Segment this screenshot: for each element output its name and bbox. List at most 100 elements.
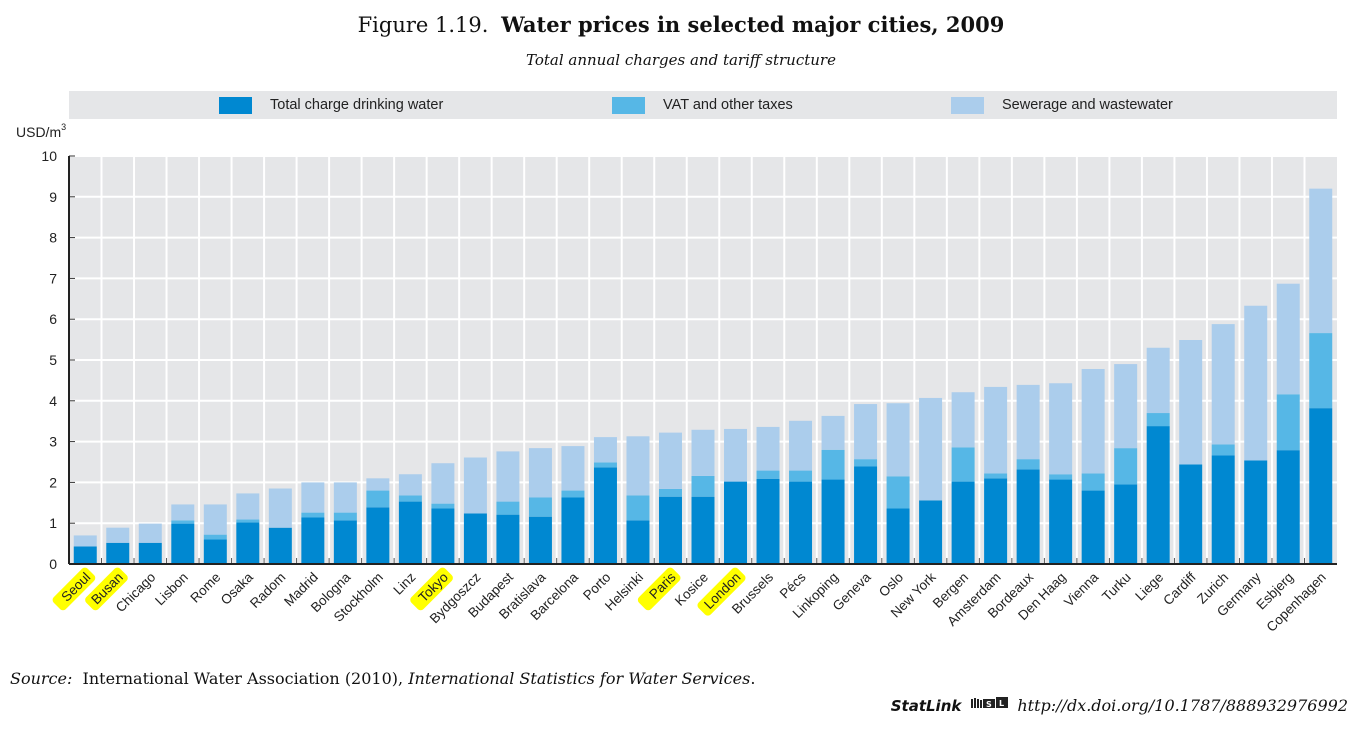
bar-segment-drinking <box>1016 469 1040 564</box>
bar-segment-sewerage <box>463 457 487 514</box>
bar-segment-vat <box>333 512 357 521</box>
bar-segment-vat <box>756 470 780 479</box>
y-tick-label: 5 <box>49 352 57 368</box>
bar-segment-vat <box>593 462 617 468</box>
legend-item-vat: VAT and other taxes <box>612 96 793 114</box>
bar-segment-sewerage <box>496 451 520 502</box>
y-tick-label: 3 <box>49 434 57 450</box>
figure-subtitle: Total annual charges and tariff structur… <box>526 51 836 69</box>
bar-segment-sewerage <box>1146 347 1170 414</box>
bar-segment-drinking <box>724 481 748 564</box>
y-tick-label: 4 <box>49 393 57 409</box>
bar-segment-drinking <box>691 496 715 564</box>
bar-segment-drinking <box>236 522 260 564</box>
statlink-url-link[interactable]: http://dx.doi.org/10.1787/888932976992 <box>1017 696 1348 715</box>
bar-segment-sewerage <box>724 428 748 482</box>
statlink-logo-icon: S L <box>971 696 1009 715</box>
bar-segment-vat <box>886 476 910 509</box>
bar-segment-vat <box>984 473 1008 479</box>
bar-segment-sewerage <box>1179 340 1203 465</box>
label-highlight <box>410 567 453 611</box>
bar-segment-vat <box>236 519 260 523</box>
bar-segment-vat <box>951 447 975 482</box>
bar-segment-drinking <box>463 513 487 564</box>
bar-segment-drinking <box>496 514 520 564</box>
bar-segment-drinking <box>366 507 390 564</box>
bar-segment-vat <box>1276 394 1300 451</box>
figure-number: Figure 1.19. <box>357 13 489 37</box>
bar-segment-vat <box>854 459 878 467</box>
bar-segment-vat <box>1114 448 1138 485</box>
bar-segment-sewerage <box>236 493 260 520</box>
bar-segment-drinking <box>431 508 455 564</box>
bar-segment-sewerage <box>528 448 552 498</box>
bar-segment-sewerage <box>1114 364 1138 449</box>
figure-title: Figure 1.19. Water prices in selected ma… <box>0 12 1362 37</box>
source-publication: International Statistics for Water Servi… <box>408 669 751 688</box>
bar-segment-vat <box>203 534 227 540</box>
label-highlight <box>637 567 681 611</box>
bar-segment-drinking <box>73 546 97 564</box>
x-tick-label: Cardiff <box>1160 569 1199 608</box>
bar-segment-vat <box>1016 459 1040 470</box>
bar-segment-drinking <box>301 517 325 564</box>
bar-segment-drinking <box>1146 426 1170 564</box>
bar-segment-drinking <box>1049 479 1073 564</box>
bar-segment-sewerage <box>171 504 195 521</box>
bar-segment-drinking <box>398 501 422 564</box>
x-tick-label: Rome <box>187 570 223 606</box>
legend-swatch-drinking <box>219 96 252 114</box>
x-tick-label: Vienna <box>1061 569 1102 610</box>
bar-segment-sewerage <box>301 482 325 513</box>
y-axis-unit-label: USD/m3 <box>16 122 67 140</box>
y-tick-label: 2 <box>49 474 57 490</box>
label-highlight <box>52 567 96 611</box>
y-unit-superscript: 3 <box>61 122 67 132</box>
bar-segment-drinking <box>1211 455 1235 564</box>
bar-segment-vat <box>1049 474 1073 480</box>
bar-segment-vat <box>366 490 390 508</box>
bar-segment-vat <box>561 490 585 498</box>
bar-segment-sewerage <box>658 432 682 489</box>
bar-segment-sewerage <box>138 523 162 543</box>
source-label: Source: <box>10 669 73 688</box>
bar-segment-drinking <box>1081 490 1105 564</box>
bar-segment-sewerage <box>203 504 227 535</box>
bar-segment-drinking <box>1276 450 1300 564</box>
svg-text:L: L <box>999 699 1004 708</box>
legend: Total charge drinking water VAT and othe… <box>69 91 1337 119</box>
bar-segment-sewerage <box>268 488 292 528</box>
bar-segment-sewerage <box>1016 384 1040 460</box>
y-tick-label: 10 <box>41 148 57 164</box>
bar-segment-vat <box>789 470 813 482</box>
bar-segment-drinking <box>886 508 910 564</box>
bar-segment-sewerage <box>951 392 975 448</box>
bar-segment-vat <box>1146 413 1170 427</box>
bar-segment-sewerage <box>593 437 617 463</box>
bar-segment-drinking <box>789 481 813 564</box>
bar-segment-sewerage <box>431 463 455 504</box>
bar-segment-sewerage <box>886 403 910 477</box>
bar-segment-drinking <box>171 523 195 564</box>
bar-segment-sewerage <box>691 429 715 476</box>
source-text: International Water Association (2010), <box>82 669 409 688</box>
bar-segment-sewerage <box>756 426 780 471</box>
bar-segment-vat <box>1081 473 1105 491</box>
bar-segment-sewerage <box>626 436 650 496</box>
source-note: Source: International Water Association … <box>10 669 755 688</box>
y-tick-label: 1 <box>49 515 57 531</box>
bar-segment-sewerage <box>106 527 130 543</box>
bar-segment-drinking <box>333 520 357 564</box>
statlink-label: StatLink <box>890 696 962 715</box>
bar-segment-drinking <box>561 497 585 564</box>
bar-segment-drinking <box>268 527 292 564</box>
svg-text:S: S <box>986 700 992 709</box>
bar-segment-sewerage <box>1211 324 1235 445</box>
legend-item-sewerage: Sewerage and wastewater <box>951 96 1173 114</box>
x-tick-label: Linz <box>390 569 418 597</box>
bar-segment-sewerage <box>561 446 585 491</box>
statlink[interactable]: StatLink S L http://dx.doi.org/10.1787/8… <box>891 696 1348 715</box>
bar-segment-drinking <box>593 467 617 564</box>
bar-segment-drinking <box>203 539 227 564</box>
bar-segment-drinking <box>138 542 162 564</box>
